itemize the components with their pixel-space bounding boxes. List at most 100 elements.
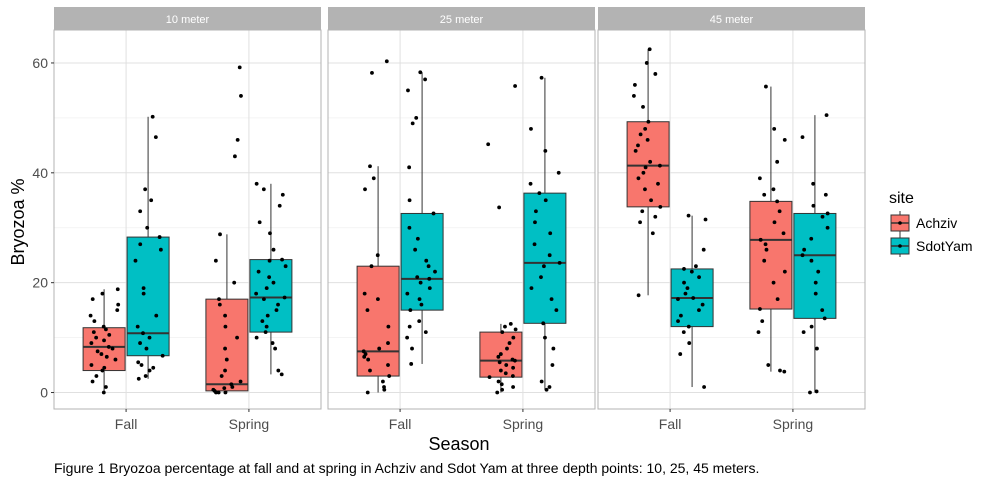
data-point <box>223 313 227 318</box>
data-point <box>222 386 227 391</box>
data-point <box>218 232 222 237</box>
data-point <box>229 382 234 387</box>
data-point <box>653 214 658 219</box>
data-point <box>150 114 155 119</box>
data-point <box>211 387 216 392</box>
data-point <box>104 354 109 359</box>
box <box>205 298 249 392</box>
data-point <box>235 137 240 142</box>
legend-title: site <box>889 190 914 207</box>
data-point <box>510 374 515 378</box>
data-point <box>262 297 266 302</box>
data-point <box>89 363 94 367</box>
data-point <box>497 360 502 365</box>
data-point <box>267 275 272 280</box>
data-point <box>641 170 646 175</box>
data-point <box>816 269 821 274</box>
data-point <box>777 209 782 214</box>
data-point <box>271 280 276 285</box>
data-point <box>223 324 228 329</box>
data-point <box>686 324 691 329</box>
data-point <box>513 327 518 332</box>
data-point <box>762 258 767 263</box>
data-point <box>762 192 767 197</box>
box-group-achziv <box>479 84 523 395</box>
data-point <box>368 368 372 373</box>
facet-panel: 10 meter Fall Spring <box>53 7 322 432</box>
data-point <box>763 242 768 247</box>
data-point <box>382 385 386 389</box>
data-point <box>544 387 549 392</box>
data-point <box>406 88 410 93</box>
data-point <box>641 104 645 109</box>
data-point <box>141 286 146 291</box>
data-point <box>104 327 108 332</box>
data-point <box>764 84 768 89</box>
data-point <box>414 115 419 120</box>
data-point <box>800 253 805 258</box>
box <box>523 192 567 324</box>
data-point <box>543 148 548 153</box>
data-point <box>141 331 145 336</box>
data-point <box>539 75 544 80</box>
data-point <box>636 143 640 148</box>
panel-border <box>597 29 866 410</box>
data-point <box>263 330 268 335</box>
data-point <box>160 353 165 358</box>
data-point <box>772 220 777 225</box>
data-point <box>239 94 243 98</box>
data-point <box>537 191 542 196</box>
data-point <box>271 247 276 252</box>
data-point <box>369 264 374 269</box>
data-point <box>280 192 285 197</box>
data-point <box>277 203 282 208</box>
data-point <box>782 369 787 374</box>
data-point <box>264 324 269 329</box>
data-point <box>547 385 552 389</box>
data-point <box>370 70 374 75</box>
data-point <box>643 126 648 131</box>
box-group-achziv <box>356 59 400 395</box>
data-point <box>533 220 537 225</box>
box-group-sdotyam <box>249 181 293 377</box>
data-point <box>676 319 680 324</box>
facet-strip-label: 45 meter <box>710 14 754 26</box>
data-point <box>409 362 414 366</box>
data-point <box>254 181 259 186</box>
data-point <box>233 154 237 159</box>
data-point <box>417 319 422 324</box>
data-point <box>649 198 653 203</box>
data-point <box>223 346 227 351</box>
data-point <box>153 135 158 140</box>
data-point <box>550 363 555 367</box>
data-point <box>814 389 819 394</box>
data-point <box>431 211 436 216</box>
data-point <box>219 374 224 378</box>
data-point <box>702 385 706 389</box>
y-tick-label: 20 <box>32 275 48 291</box>
data-point <box>782 137 787 142</box>
data-point <box>217 297 221 302</box>
data-point <box>424 258 429 263</box>
data-point <box>808 390 812 395</box>
data-point <box>217 302 222 307</box>
data-point <box>256 269 261 274</box>
data-point <box>89 341 94 345</box>
data-point <box>633 148 638 153</box>
box <box>400 212 444 311</box>
data-point <box>653 72 658 76</box>
facet-strip <box>54 7 321 30</box>
data-point <box>147 368 152 373</box>
data-point <box>636 176 641 181</box>
data-point <box>415 275 420 280</box>
data-point <box>694 264 698 269</box>
data-point <box>405 335 410 340</box>
data-point <box>282 295 287 300</box>
data-point <box>658 163 662 168</box>
data-point <box>632 94 636 98</box>
data-point <box>825 211 830 216</box>
data-point <box>90 379 95 384</box>
data-point <box>362 291 367 296</box>
